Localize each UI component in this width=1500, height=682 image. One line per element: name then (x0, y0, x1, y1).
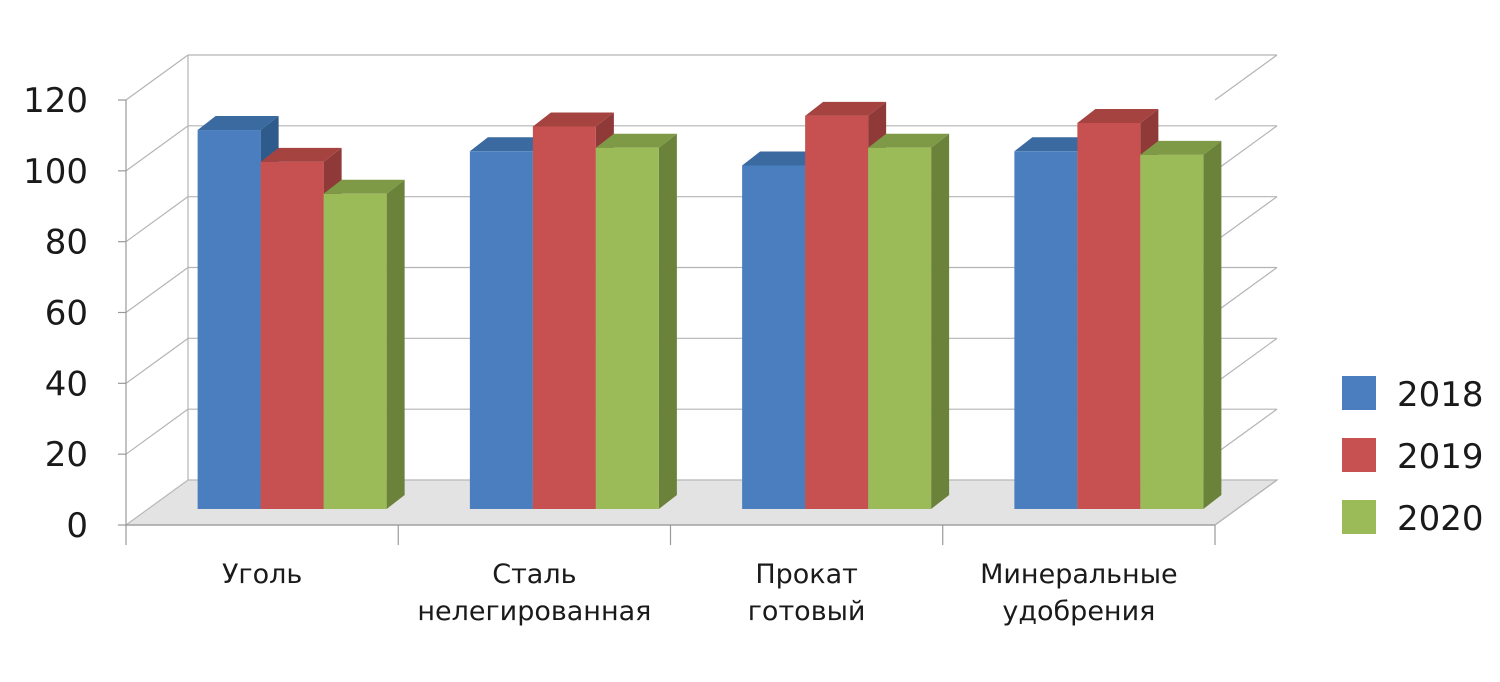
bar-front (742, 165, 806, 510)
legend-swatch (1342, 438, 1376, 472)
y-tick-label: 0 (66, 506, 88, 546)
bar-front (323, 193, 387, 509)
bar-top (323, 179, 405, 194)
legend: 2018 2019 2020 (1342, 375, 1484, 539)
x-axis-labels: Уголь Сталь нелегированная Прокат готовый Мин… (222, 559, 1178, 627)
gridline-left (125, 54, 189, 101)
bar-front (197, 130, 261, 509)
legend-item-2019: 2019 (1342, 437, 1484, 477)
bar-2020-2 (868, 133, 950, 509)
gridline-right (1214, 267, 1278, 313)
gridline-left (125, 408, 189, 455)
bar-front (1140, 154, 1204, 510)
bar-top (805, 101, 887, 116)
bar-top (469, 137, 551, 152)
x-category-label: удобрения (1002, 596, 1155, 627)
legend-swatch (1342, 500, 1376, 534)
bar-2020-0 (323, 179, 405, 509)
x-category-label: готовый (748, 596, 866, 627)
y-tick-label: 40 (45, 364, 88, 404)
gridline-left (125, 196, 189, 243)
y-tick-label: 80 (45, 223, 88, 263)
x-category-label: Минеральные (980, 559, 1178, 590)
gridline-right (1214, 408, 1278, 455)
bar-top (868, 133, 950, 148)
gridline-right (1214, 125, 1278, 172)
x-category-label: Уголь (222, 559, 302, 590)
legend-label: 2020 (1397, 499, 1484, 539)
bar-front (1077, 122, 1141, 509)
bar-front (868, 147, 932, 509)
bar-top (1140, 140, 1222, 155)
bar-side (658, 133, 677, 509)
bar-top (260, 147, 342, 162)
gridline-right (1214, 196, 1278, 243)
bar-top (532, 112, 614, 127)
bar-front (805, 115, 869, 509)
bar-2020-3 (1140, 140, 1222, 510)
bar-side (1203, 140, 1222, 510)
bar-top (1014, 137, 1096, 152)
bar-top (595, 133, 677, 148)
y-tick-label: 120 (23, 81, 88, 121)
y-axis-ticks: 0 20 40 60 80 100 120 (23, 81, 88, 546)
legend-item-2018: 2018 (1342, 375, 1484, 415)
gridline-right (1214, 54, 1278, 101)
y-tick-label: 20 (45, 435, 88, 475)
bar-front (469, 151, 533, 509)
bar-front (260, 161, 324, 509)
legend-label: 2018 (1397, 375, 1484, 415)
x-category-label: Прокат (755, 559, 858, 590)
bar-2020-1 (595, 133, 677, 509)
gridline-right (1214, 479, 1278, 526)
bar-front (1014, 151, 1078, 509)
bar-side (931, 133, 950, 509)
legend-swatch (1342, 376, 1376, 410)
gridline-right (1214, 337, 1278, 384)
bar-side (386, 179, 405, 509)
gridline-left (125, 125, 189, 172)
bars (197, 101, 1222, 510)
gridline-left (125, 267, 189, 313)
bar-front (595, 147, 659, 509)
x-category-label: Сталь (492, 559, 576, 590)
bar-top (197, 116, 279, 131)
bar-top (742, 151, 824, 166)
bar-top (1077, 108, 1159, 123)
legend-label: 2019 (1397, 437, 1484, 477)
y-tick-label: 60 (45, 294, 88, 334)
legend-item-2020: 2020 (1342, 499, 1484, 539)
axes (118, 99, 1216, 545)
gridline-left (125, 337, 189, 384)
x-category-label: нелегированная (417, 596, 651, 627)
bar-front (532, 126, 596, 509)
y-tick-label: 100 (23, 152, 88, 192)
